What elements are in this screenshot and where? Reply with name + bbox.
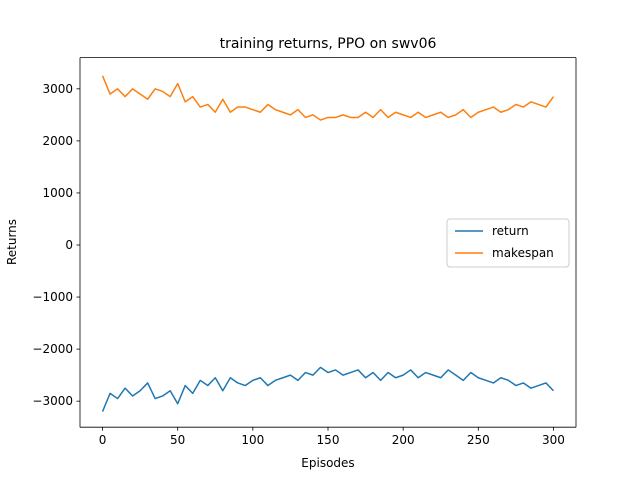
x-tick-label: 250	[467, 433, 490, 447]
plot-frame	[79, 57, 577, 428]
y-tick-label: 2000	[42, 134, 73, 148]
x-tick-label: 50	[170, 433, 185, 447]
x-tick-label: 100	[241, 433, 264, 447]
x-axis-ticks: 0 50 100 150 200 250 300	[99, 427, 565, 447]
chart-title: training returns, PPO on swv06	[220, 36, 437, 52]
y-tick-label: −1000	[32, 290, 73, 304]
x-tick-label: 300	[542, 433, 565, 447]
series-line-makespan	[101, 75, 555, 121]
legend-label-makespan: makespan	[492, 246, 554, 260]
series-layer	[101, 75, 555, 412]
y-tick-label: 1000	[42, 186, 73, 200]
x-tick-label: 0	[99, 433, 107, 447]
y-axis-ticks: −3000 −2000 −1000 0 1000 2000 3000	[32, 82, 80, 408]
y-tick-label: −3000	[32, 394, 73, 408]
y-tick-label: 0	[65, 238, 73, 252]
y-axis-label: Returns	[5, 219, 19, 265]
y-tick-label: 3000	[42, 82, 73, 96]
series-line-return	[101, 366, 554, 412]
legend: return makespan	[446, 218, 570, 268]
x-tick-label: 200	[392, 433, 415, 447]
y-tick-label: −2000	[32, 342, 73, 356]
legend-label-return: return	[492, 224, 529, 238]
x-tick-label: 150	[317, 433, 340, 447]
x-axis-label: Episodes	[301, 456, 354, 470]
